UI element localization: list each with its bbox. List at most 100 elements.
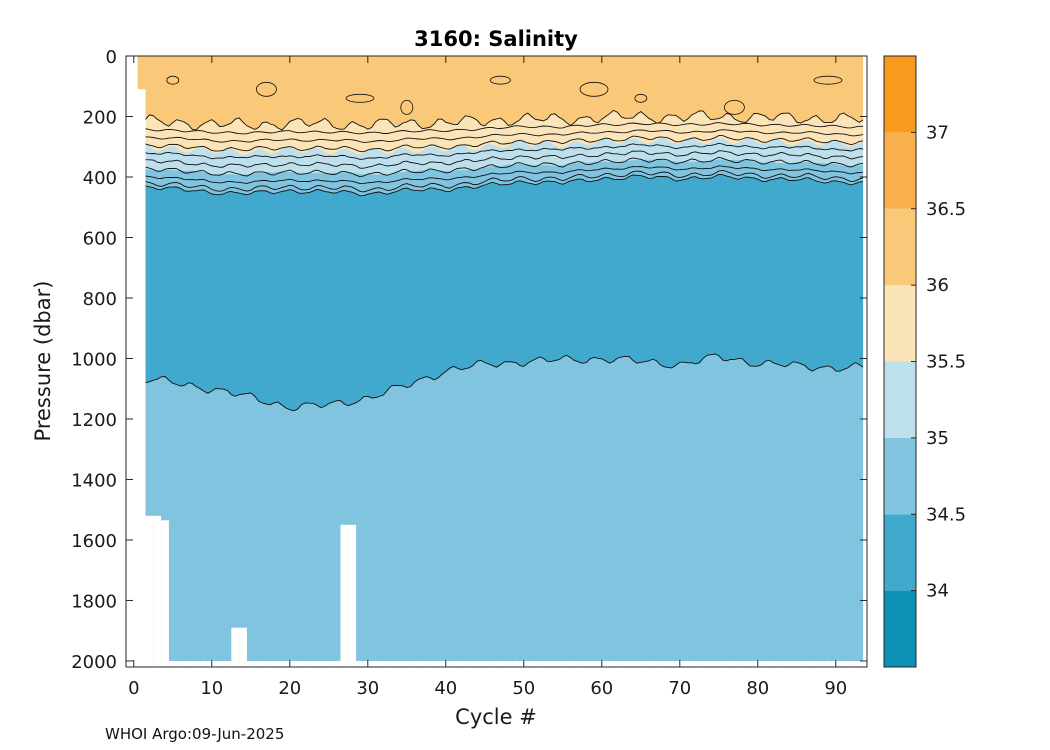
- colorbar-band: [884, 285, 916, 362]
- colorbar-band: [884, 361, 916, 438]
- no-data-region: [395, 661, 403, 667]
- no-data-region: [379, 661, 388, 667]
- no-data-region: [161, 520, 169, 667]
- no-data-region: [309, 661, 318, 667]
- no-data-region: [863, 56, 867, 667]
- no-data-region: [582, 661, 591, 667]
- no-data-region: [839, 661, 848, 667]
- x-tick-label: 80: [746, 678, 769, 699]
- y-tick-label: 600: [83, 228, 117, 249]
- no-data-region: [816, 661, 825, 667]
- no-data-region: [808, 661, 817, 667]
- no-data-region: [824, 661, 832, 667]
- x-axis-title: Cycle #: [455, 705, 537, 729]
- plot-frame: [125, 55, 868, 668]
- no-data-region: [683, 661, 692, 667]
- no-data-region: [551, 661, 559, 667]
- layer-36-36-5: [137, 56, 146, 90]
- salinity-contour-eddy: [345, 93, 375, 103]
- no-data-region: [332, 661, 341, 667]
- y-tick-label: 400: [83, 168, 117, 189]
- no-data-region: [371, 661, 380, 667]
- colorbar-band: [884, 56, 916, 133]
- no-data-region: [769, 661, 778, 667]
- no-data-region: [613, 661, 622, 667]
- colorbar-band: [884, 514, 916, 591]
- colorbar: 34 34.5 35 35.5 36 36.5 37: [883, 55, 966, 668]
- no-data-region: [504, 661, 513, 667]
- x-tick-label: 60: [590, 678, 613, 699]
- y-tick-label: 1400: [71, 470, 117, 491]
- no-data-region: [691, 661, 700, 667]
- no-data-region: [262, 661, 271, 667]
- salinity-contour-line: [141, 122, 867, 135]
- salinity-contour-line: [141, 150, 867, 169]
- no-data-region: [126, 56, 138, 667]
- salinity-contour-line: [141, 129, 867, 143]
- y-tick-label: 800: [83, 289, 117, 310]
- x-tick-label: 70: [668, 678, 691, 699]
- no-data-region: [246, 661, 255, 667]
- no-data-region: [465, 661, 474, 667]
- no-data-region: [168, 661, 177, 667]
- x-tick-label: 90: [824, 678, 847, 699]
- colorbar-band: [884, 208, 916, 286]
- no-data-region: [231, 627, 240, 667]
- salinity-contour-eddy: [166, 75, 180, 85]
- no-data-region: [746, 661, 754, 667]
- y-tick-label: 1200: [71, 410, 117, 431]
- salinity-contour-line: [141, 109, 867, 131]
- colorbar-band: [884, 590, 916, 667]
- y-tick-label: 200: [83, 107, 117, 128]
- colorbar-tick-label: 35: [926, 428, 949, 449]
- salinity-contour-eddy: [255, 81, 277, 97]
- salinity-contour-line: [141, 169, 867, 193]
- plot-area: [126, 56, 867, 667]
- x-tick-label: 40: [434, 678, 457, 699]
- x-tick-label: 0: [128, 678, 139, 699]
- no-data-region: [223, 661, 232, 667]
- no-data-region: [184, 661, 193, 667]
- no-data-region: [574, 661, 583, 667]
- salinity-contour-eddy: [400, 100, 414, 115]
- no-data-region: [535, 661, 544, 667]
- salinity-contour-34-5-upper: [141, 173, 867, 197]
- y-tick-label: 2000: [71, 652, 117, 673]
- y-tick-label: 1000: [71, 349, 117, 370]
- no-data-region: [145, 515, 154, 667]
- no-data-region: [730, 661, 739, 667]
- colorbar-tick-label: 36.5: [926, 199, 966, 220]
- no-data-region: [660, 661, 669, 667]
- no-data-region: [254, 661, 263, 667]
- no-data-region: [324, 661, 333, 667]
- no-data-region: [410, 661, 419, 667]
- layer-36-36-5: [141, 56, 867, 130]
- footer-credit: WHOI Argo:09-Jun-2025: [105, 725, 285, 743]
- colorbar-tick-label: 35.5: [926, 352, 966, 373]
- no-data-region: [340, 524, 349, 667]
- no-data-region: [800, 661, 809, 667]
- salinity-contour-eddy: [724, 100, 745, 115]
- no-data-region: [239, 627, 247, 667]
- colorbar-tick-label: 34: [926, 581, 949, 602]
- x-tick-label: 20: [278, 678, 301, 699]
- chart-title: 3160: Salinity: [414, 27, 578, 51]
- no-data-region: [137, 89, 146, 667]
- no-data-region: [714, 661, 723, 667]
- no-data-region: [512, 661, 520, 667]
- colorbar-tick-label: 37: [926, 122, 949, 143]
- salinity-contour-34-5-deep: [141, 353, 867, 412]
- no-data-region: [629, 661, 637, 667]
- no-data-region: [761, 661, 770, 667]
- no-data-region: [605, 661, 614, 667]
- y-tick-label: 0: [106, 47, 117, 68]
- no-data-region: [293, 661, 302, 667]
- no-data-region: [785, 661, 793, 667]
- colorbar-tick-label: 34.5: [926, 504, 966, 525]
- no-data-region: [543, 661, 552, 667]
- salinity-contour-line: [141, 165, 867, 185]
- y-axis-title: Pressure (dbar): [31, 281, 55, 442]
- no-data-region: [668, 661, 676, 667]
- x-axis: 0 10 20 30 40 50 60 70 80 90: [128, 56, 847, 699]
